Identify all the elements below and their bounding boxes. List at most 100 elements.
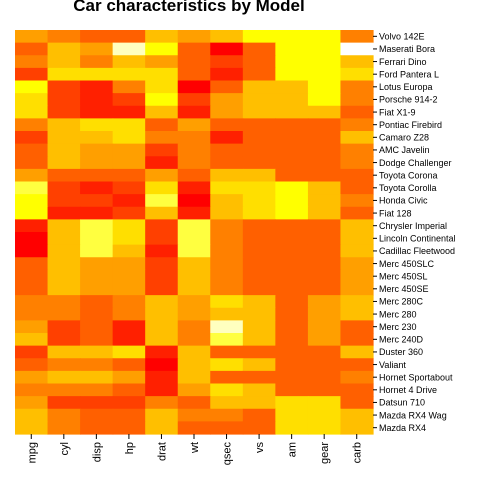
heatmap-cell <box>177 30 211 44</box>
heatmap-cell <box>80 156 114 170</box>
heatmap-cell <box>177 333 211 347</box>
heatmap-cell <box>210 80 244 94</box>
heatmap-cell <box>145 333 179 347</box>
heatmap-cell <box>80 421 114 435</box>
heatmap-cell <box>80 358 114 372</box>
heatmap-cell <box>80 408 114 422</box>
heatmap-cell <box>177 156 211 170</box>
heatmap-cell <box>177 383 211 397</box>
y-tick-label: Merc 230 <box>379 322 417 332</box>
heatmap-cell <box>112 181 146 195</box>
y-tick-label: Hornet 4 Drive <box>379 385 437 395</box>
heatmap-cell <box>112 219 146 233</box>
heatmap-cell <box>210 269 244 284</box>
heatmap-cell <box>242 219 276 233</box>
heatmap-cell <box>307 55 342 69</box>
heatmap-cell <box>112 358 146 372</box>
heatmap-cell <box>15 93 49 107</box>
heatmap-cell <box>210 295 244 309</box>
heatmap-cell <box>177 181 211 195</box>
heatmap-cell <box>340 131 374 145</box>
heatmap-cell <box>307 408 342 422</box>
x-tick-label: qsec <box>222 442 234 466</box>
heatmap-cell <box>145 131 179 145</box>
heatmap-cell <box>47 232 81 246</box>
heatmap-cell <box>242 257 276 271</box>
heatmap-cell <box>47 358 81 372</box>
heatmap-cell <box>112 42 146 56</box>
y-tick-label: Dodge Challenger <box>379 158 452 168</box>
heatmap-cell <box>275 421 309 435</box>
heatmap-cell <box>275 396 309 410</box>
heatmap-cell <box>145 320 179 334</box>
heatmap-cell <box>15 244 49 258</box>
heatmap-cell <box>15 42 49 56</box>
heatmap-cell <box>80 118 114 132</box>
heatmap-cell <box>340 333 374 347</box>
heatmap-cell <box>80 194 114 208</box>
heatmap-cell <box>275 282 309 296</box>
heatmap-cell <box>307 93 342 107</box>
heatmap-cell <box>275 194 309 208</box>
heatmap-cell <box>15 181 49 195</box>
heatmap-cell <box>177 42 211 56</box>
heatmap-cell <box>275 358 309 372</box>
heatmap-cell <box>210 194 244 208</box>
x-tick-label: gear <box>319 442 331 464</box>
heatmap-cell <box>242 295 276 309</box>
heatmap-cell <box>145 269 179 284</box>
heatmap-cell <box>242 408 276 422</box>
heatmap-cell <box>307 282 342 296</box>
heatmap-cell <box>275 30 309 44</box>
y-tick-label: Pontiac Firebird <box>379 120 442 130</box>
heatmap-cell <box>340 282 374 296</box>
heatmap-cell <box>80 370 114 385</box>
heatmap-cell <box>275 67 309 82</box>
x-tick-label: vs <box>254 442 266 454</box>
heatmap-cell <box>242 232 276 246</box>
heatmap-cell <box>340 345 374 359</box>
heatmap-cell <box>340 194 374 208</box>
heatmap-cell <box>47 333 81 347</box>
y-tick-label: Fiat X1-9 <box>379 107 416 117</box>
heatmap-cell <box>275 105 309 119</box>
heatmap-cell <box>275 118 309 132</box>
heatmap-cell <box>242 396 276 410</box>
heatmap-cell <box>80 206 114 220</box>
heatmap-cell <box>80 257 114 271</box>
heatmap-cell <box>177 358 211 372</box>
y-tick-label: Toyota Corona <box>379 170 438 180</box>
heatmap-cell <box>177 80 211 94</box>
heatmap-cell <box>210 93 244 107</box>
heatmap-cell <box>145 206 179 220</box>
heatmap-cell <box>112 345 146 359</box>
heatmap-cell <box>340 370 374 385</box>
heatmap-cell <box>242 244 276 258</box>
heatmap-cell <box>177 219 211 233</box>
heatmap-cell <box>307 358 342 372</box>
heatmap-cell <box>275 93 309 107</box>
heatmap-cell <box>340 206 374 220</box>
heatmap-cell <box>242 307 276 321</box>
heatmap-cell <box>340 118 374 132</box>
heatmap-cell <box>145 30 179 44</box>
y-tick-label: Merc 240D <box>379 335 424 345</box>
heatmap-cell <box>80 30 114 44</box>
heatmap-cell <box>340 307 374 321</box>
heatmap-cell <box>15 105 49 119</box>
heatmap-cell <box>275 181 309 195</box>
heatmap-cell <box>242 67 276 82</box>
heatmap-cell <box>307 131 342 145</box>
y-tick-label: Cadillac Fleetwood <box>379 246 455 256</box>
heatmap-cell <box>177 396 211 410</box>
heatmap-cell <box>47 80 81 94</box>
heatmap-cell <box>47 194 81 208</box>
heatmap-cell <box>275 383 309 397</box>
heatmap-cell <box>340 93 374 107</box>
heatmap-cell <box>275 55 309 69</box>
heatmap-cell <box>340 168 374 183</box>
heatmap-cell <box>340 269 374 284</box>
heatmap-cell <box>177 55 211 69</box>
heatmap-cell <box>47 295 81 309</box>
